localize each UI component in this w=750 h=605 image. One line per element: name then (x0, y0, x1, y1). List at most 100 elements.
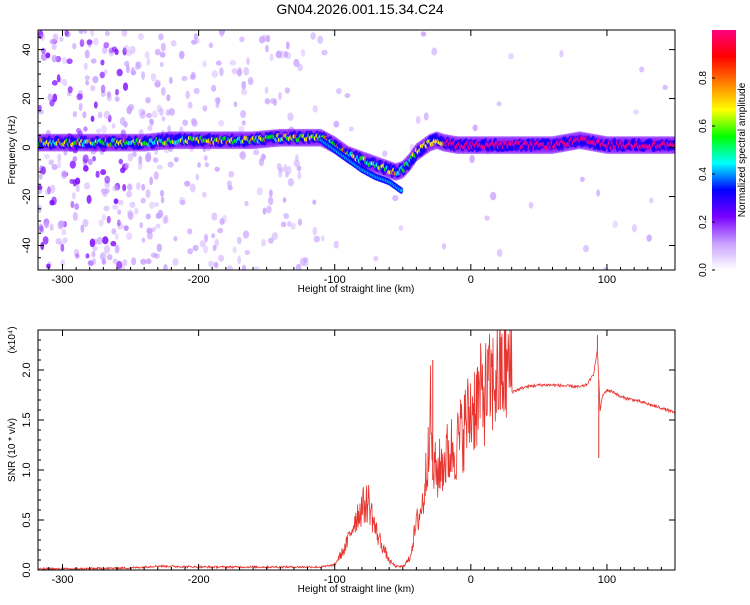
spectrogram-noise-cell (241, 120, 246, 126)
spectrogram-noise-cell (103, 42, 110, 49)
colorbar-tick-label: 0.2 (698, 215, 709, 229)
spectrogram-noise-cell (110, 240, 117, 247)
spectrogram-noise-cell (279, 50, 285, 59)
spectrogram-noise-cell (441, 242, 447, 250)
spectrogram-noise-cell (489, 191, 497, 201)
spectrogram-noise-cell (145, 151, 152, 161)
spectrogram-noise-cell (118, 158, 124, 165)
spectrogram-noise-cell (146, 113, 152, 119)
spectrogram-noise-cell (106, 254, 113, 261)
spectrogram-noise-cell (91, 250, 96, 258)
spectrogram-noise-cell (218, 30, 226, 35)
spectrogram-noise-cell (211, 70, 218, 78)
spectrogram-noise-cell (199, 240, 206, 248)
spectrogram-noise-cell (295, 263, 302, 270)
spectrogram-noise-cell (132, 151, 137, 157)
spectrogram-noise-cell (44, 189, 50, 196)
spectrogram-noise-cell (42, 236, 49, 245)
spectrogram-noise-cell (179, 50, 185, 60)
spectrogram-noise-cell (40, 52, 48, 61)
spectrogram-noise-cell (141, 71, 146, 80)
spectrogram-noise-cell (160, 42, 166, 52)
spectrogram-noise-cell (264, 44, 269, 53)
spectrogram-noise-cell (78, 30, 84, 35)
spectrogram-noise-cell (101, 257, 107, 265)
snr-y-multiplier: (x10⁴) (7, 326, 18, 353)
spectrogram-noise-cell (528, 201, 534, 209)
spectrogram-noise-cell (138, 33, 144, 41)
spectrogram-noise-cell (115, 88, 119, 96)
spectrogram-noise-cell (111, 123, 116, 129)
spectrogram-noise-cell (239, 36, 245, 43)
spectrogram-noise-cell (295, 154, 299, 162)
spectrogram-noise-cell (231, 67, 238, 75)
spectrogram-noise-cell (74, 203, 80, 210)
spectrogram-noise-cell (202, 60, 207, 68)
spectrogram-noise-cell (126, 190, 132, 198)
spectrogram-noise-cell (173, 235, 178, 242)
spectrogram-noise-cell (264, 98, 271, 105)
spectrogram-noise-cell (123, 44, 130, 53)
spectrogram-noise-cell (100, 84, 106, 93)
spectrogram-noise-cell (95, 128, 102, 134)
spectrogram-noise-cell (154, 81, 161, 88)
x-tick-label: -200 (188, 574, 210, 586)
spectrogram-noise-cell (124, 60, 130, 67)
spectrogram-noise-cell (51, 80, 58, 86)
spectrogram-noise-cell (49, 199, 55, 206)
spectrogram-noise-cell (40, 166, 46, 175)
spectrogram-noise-cell (310, 32, 316, 40)
spectrogram-noise-cell (154, 48, 161, 56)
spectrogram-noise-cell (104, 30, 110, 37)
spectrogram-noise-cell (83, 165, 89, 172)
spectrogram-noise-cell (84, 49, 90, 59)
spectrogram-noise-cell (211, 212, 218, 221)
spectrogram-noise-cell (146, 231, 153, 240)
spectrogram-noise-cell (187, 228, 193, 235)
spectrogram-noise-cell (44, 221, 49, 229)
spectrogram-noise-cell (297, 171, 302, 180)
spectrogram-noise-cell (93, 101, 98, 109)
spectrogram-noise-cell (398, 225, 404, 231)
spectrogram-noise-cell (149, 176, 154, 186)
spectrogram-noise-cell (155, 212, 162, 219)
spectrogram-noise-cell (60, 259, 66, 267)
spectrogram-noise-cell (293, 159, 300, 168)
spectrogram-noise-cell (229, 60, 237, 66)
spectrogram-noise-cell (161, 116, 166, 122)
spectrogram-noise-cell (237, 255, 242, 265)
spectrogram-noise-cell (158, 33, 164, 41)
spectrogram-noise-cell (484, 215, 490, 221)
spectrogram-noise-cell (122, 259, 128, 267)
spectrogram-noise-cell (78, 102, 83, 112)
spectrogram-noise-cell (214, 238, 219, 247)
spectrogram-noise-cell (75, 177, 81, 185)
spectrogram-noise-cell (60, 243, 65, 252)
spectrogram-noise-cell (44, 154, 50, 160)
spectrogram-noise-cell (423, 112, 429, 121)
spectrogram-noise-cell (86, 194, 92, 204)
spectrogram-noise-cell (114, 233, 119, 240)
spectrogram-noise-cell (297, 63, 303, 72)
spectrogram-noise-cell (271, 232, 278, 241)
spectrogram-noise-cell (99, 253, 104, 260)
spectrogram-noise-cell (320, 235, 325, 242)
x-tick-label: -200 (188, 274, 210, 286)
spectrogram-noise-cell (290, 222, 296, 230)
spectrogram-noise-cell (204, 162, 210, 168)
spectrogram-noise-cell (662, 84, 668, 91)
spectrogram-noise-cell (472, 124, 478, 132)
spectrogram-noise-cell (98, 219, 104, 227)
spectrogram-noise-cell (208, 42, 214, 49)
spectrogram-noise-cell (151, 227, 157, 233)
spectrogram-noise-cell (45, 52, 51, 59)
spectrogram-noise-cell (56, 74, 61, 83)
spectrogram-noise-cell (287, 112, 294, 122)
spectrogram-noise-cell (191, 118, 197, 125)
spectrogram-noise-cell (86, 39, 93, 45)
spectrogram-noise-cell (99, 71, 105, 79)
spectrogram-noise-cell (41, 166, 47, 175)
figure-title: GN04.2026.001.15.34.C24 (276, 1, 444, 17)
spectrogram-noise-cell (72, 156, 78, 162)
spectrogram-noise-cell (215, 60, 222, 66)
